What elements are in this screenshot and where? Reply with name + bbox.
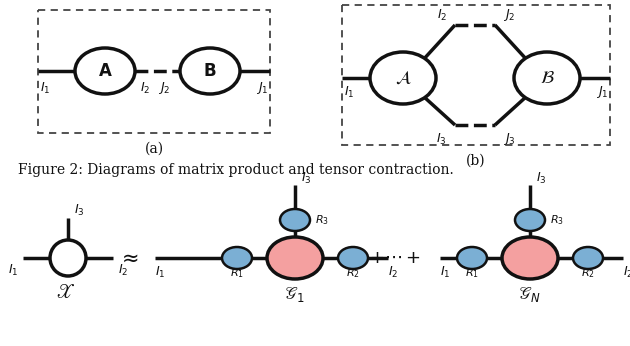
Text: $\mathscr{X}$: $\mathscr{X}$	[57, 282, 76, 301]
Ellipse shape	[180, 48, 240, 94]
Bar	[38, 10, 270, 133]
Ellipse shape	[75, 48, 135, 94]
Text: $\mathbf{B}$: $\mathbf{B}$	[203, 63, 217, 80]
Text: $\mathbf{A}$: $\mathbf{A}$	[98, 63, 112, 80]
Text: $I_2$: $I_2$	[388, 264, 398, 280]
Text: $R_3$: $R_3$	[550, 213, 564, 227]
Ellipse shape	[222, 247, 252, 269]
Text: $R_1$: $R_1$	[230, 266, 244, 280]
Ellipse shape	[457, 247, 487, 269]
Text: $R_2$: $R_2$	[581, 266, 595, 280]
Text: Figure 2: Diagrams of matrix product and tensor contraction.: Figure 2: Diagrams of matrix product and…	[18, 163, 454, 177]
Text: $\mathcal{B}$: $\mathcal{B}$	[540, 69, 554, 87]
Text: $+\cdots+$: $+\cdots+$	[369, 249, 421, 267]
Text: $R_2$: $R_2$	[346, 266, 360, 280]
Ellipse shape	[50, 240, 86, 276]
Text: $I_1$: $I_1$	[344, 84, 355, 100]
Text: $J_2$: $J_2$	[503, 7, 515, 23]
Text: $I_3$: $I_3$	[437, 131, 447, 147]
Text: $I_2$: $I_2$	[623, 264, 630, 280]
Text: $I_2$: $I_2$	[140, 81, 151, 95]
Ellipse shape	[502, 237, 558, 279]
Text: $I_2$: $I_2$	[118, 263, 129, 277]
Bar	[342, 5, 610, 145]
Text: $I_2$: $I_2$	[437, 8, 447, 22]
Text: $I_3$: $I_3$	[74, 202, 84, 218]
Text: $I_3$: $I_3$	[536, 171, 547, 185]
Ellipse shape	[338, 247, 368, 269]
Ellipse shape	[280, 209, 310, 231]
Text: (a): (a)	[144, 142, 164, 156]
Text: $I_1$: $I_1$	[8, 263, 18, 277]
Text: $\mathscr{G}_N$: $\mathscr{G}_N$	[518, 284, 542, 303]
Text: (b): (b)	[466, 154, 486, 168]
Ellipse shape	[370, 52, 436, 104]
Ellipse shape	[514, 52, 580, 104]
Ellipse shape	[267, 237, 323, 279]
Text: $J_1$: $J_1$	[256, 80, 268, 96]
Ellipse shape	[515, 209, 545, 231]
Text: $R_1$: $R_1$	[465, 266, 479, 280]
Text: $I_1$: $I_1$	[440, 264, 450, 280]
Text: $I_3$: $I_3$	[301, 171, 312, 185]
Text: $\mathscr{G}_1$: $\mathscr{G}_1$	[284, 284, 306, 303]
Text: $R_3$: $R_3$	[315, 213, 329, 227]
Text: $\mathcal{A}$: $\mathcal{A}$	[394, 69, 411, 87]
Text: $I_1$: $I_1$	[40, 81, 50, 95]
Text: $J_1$: $J_1$	[595, 84, 608, 100]
Text: $J_2$: $J_2$	[158, 80, 170, 96]
Text: $\approx$: $\approx$	[117, 248, 139, 267]
Ellipse shape	[573, 247, 603, 269]
Text: $I_1$: $I_1$	[155, 264, 165, 280]
Text: $J_3$: $J_3$	[503, 131, 515, 147]
